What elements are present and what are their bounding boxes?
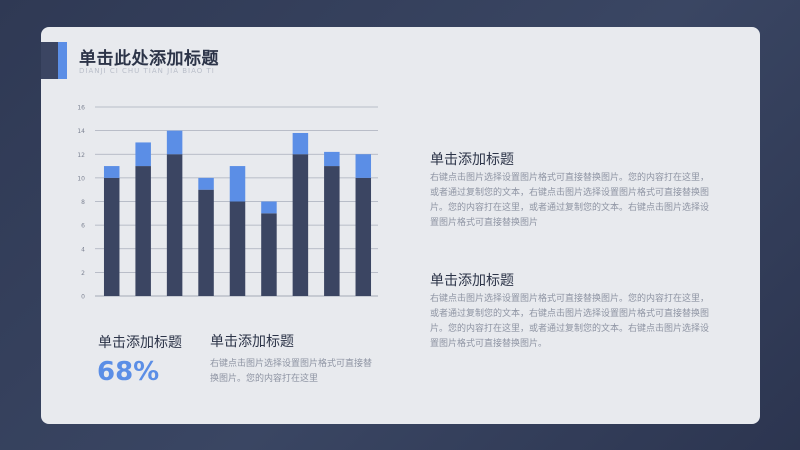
title-accent-blue: [58, 42, 67, 79]
stat-value: 68%: [97, 357, 160, 387]
y-tick-label: 14: [77, 128, 85, 135]
bar-top: [166, 130, 183, 155]
y-tick-label: 12: [77, 152, 85, 159]
bar-top: [261, 201, 277, 214]
bottom-block-title: 单击添加标题: [210, 334, 294, 350]
y-tick-label: 8: [81, 199, 85, 206]
bar-top: [355, 154, 372, 178]
right-block-1-title: 单击添加标题: [430, 152, 514, 168]
bar-base: [229, 201, 246, 296]
y-tick-label: 2: [81, 270, 85, 277]
page-title: 单击此处添加标题: [79, 49, 219, 69]
bar-base: [355, 177, 372, 296]
right-block-1-body: 右键点击图片选择设置图片格式可直接替换图片。您的内容打在这里，或者通过复制您的文…: [430, 173, 710, 228]
bar-base: [198, 189, 214, 296]
stat-title: 单击添加标题: [98, 335, 182, 351]
y-tick-label: 0: [81, 294, 85, 301]
bar-top: [324, 151, 340, 167]
bar-top: [103, 166, 120, 178]
bar-chart-svg: 0 2 4 6 8 10 12 14 16: [77, 105, 378, 301]
bar-top: [292, 132, 309, 155]
bar-top: [135, 142, 151, 167]
page-subtitle: DIANJI CI CHU TIAN JIA BIAO TI: [79, 67, 215, 75]
bar-chart: 0 2 4 6 8 10 12 14 16: [71, 99, 391, 304]
bar-base: [261, 213, 277, 296]
bottom-block-body: 右键点击图片选择设置图片格式可直接替换图片。您的内容打在这里: [210, 359, 373, 384]
y-tick-label: 16: [77, 105, 85, 112]
bar-base: [103, 177, 120, 296]
bar-base: [135, 166, 151, 296]
bar-base: [324, 166, 340, 296]
y-tick-label: 6: [81, 223, 85, 230]
bar-base: [166, 154, 183, 296]
right-block-2-body: 右键点击图片选择设置图片格式可直接替换图片。您的内容打在这里，或者通过复制您的文…: [430, 294, 710, 349]
right-block-2-title: 单击添加标题: [430, 273, 514, 289]
y-tick-label: 4: [81, 246, 85, 253]
bar-top: [229, 166, 246, 202]
title-accent-dark: [41, 42, 58, 79]
y-tick-label: 10: [77, 175, 85, 182]
bar-base: [292, 154, 309, 296]
bar-top: [198, 177, 214, 190]
